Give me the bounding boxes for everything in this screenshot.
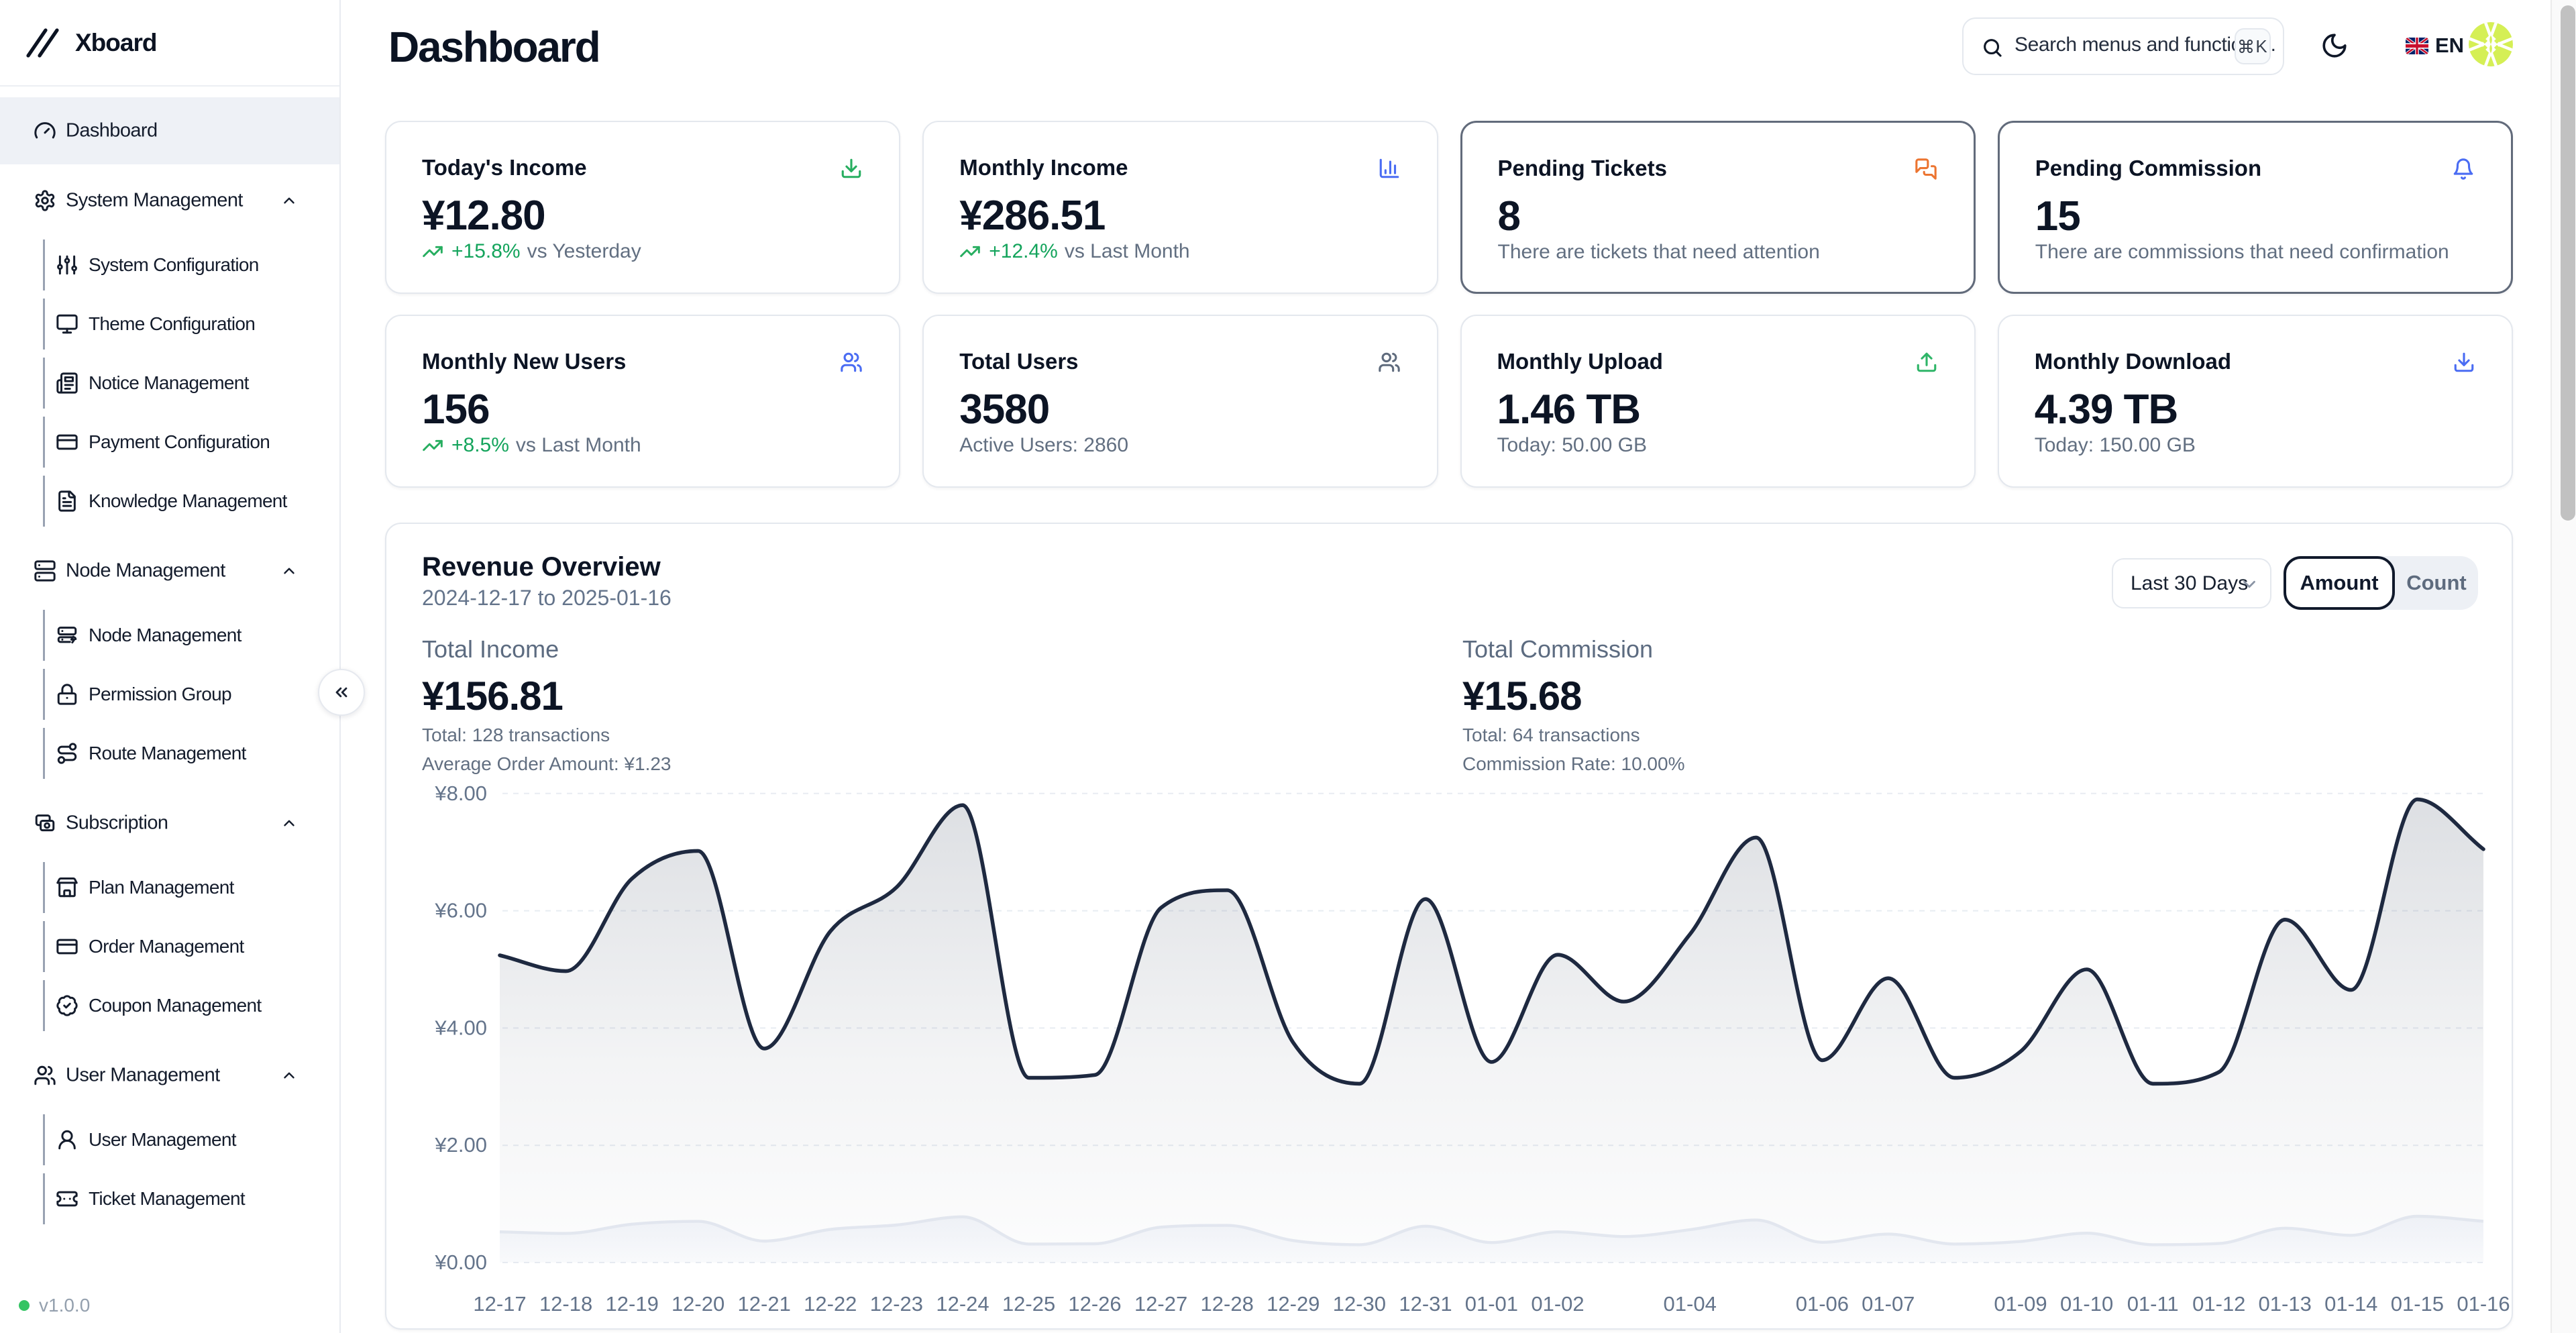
svg-text:12-31: 12-31 (1399, 1292, 1452, 1316)
svg-text:01-10: 01-10 (2060, 1292, 2113, 1316)
svg-text:¥8.00: ¥8.00 (434, 782, 487, 805)
svg-text:01-02: 01-02 (1531, 1292, 1584, 1316)
svg-text:01-11: 01-11 (2127, 1292, 2179, 1316)
svg-text:01-14: 01-14 (2324, 1292, 2377, 1316)
svg-text:12-24: 12-24 (936, 1292, 989, 1316)
svg-text:01-04: 01-04 (1664, 1292, 1717, 1316)
svg-text:12-19: 12-19 (606, 1292, 659, 1316)
svg-text:12-21: 12-21 (738, 1292, 791, 1316)
svg-text:12-25: 12-25 (1002, 1292, 1055, 1316)
svg-text:¥2.00: ¥2.00 (434, 1133, 487, 1157)
svg-text:12-28: 12-28 (1201, 1292, 1254, 1316)
svg-text:01-15: 01-15 (2391, 1292, 2444, 1316)
svg-text:12-22: 12-22 (804, 1292, 857, 1316)
svg-text:¥0.00: ¥0.00 (434, 1250, 487, 1274)
svg-text:12-30: 12-30 (1333, 1292, 1386, 1316)
svg-text:01-12: 01-12 (2192, 1292, 2245, 1316)
svg-text:12-20: 12-20 (672, 1292, 724, 1316)
svg-text:01-07: 01-07 (1862, 1292, 1915, 1316)
svg-text:01-13: 01-13 (2259, 1292, 2312, 1316)
svg-text:12-29: 12-29 (1267, 1292, 1320, 1316)
svg-text:12-18: 12-18 (539, 1292, 592, 1316)
svg-text:01-06: 01-06 (1796, 1292, 1849, 1316)
svg-text:12-23: 12-23 (870, 1292, 923, 1316)
svg-text:01-16: 01-16 (2457, 1292, 2510, 1316)
svg-text:01-09: 01-09 (1994, 1292, 2047, 1316)
svg-text:12-27: 12-27 (1134, 1292, 1187, 1316)
svg-text:¥4.00: ¥4.00 (434, 1016, 487, 1039)
svg-text:¥6.00: ¥6.00 (434, 899, 487, 922)
svg-text:12-17: 12-17 (473, 1292, 526, 1316)
svg-text:01-01: 01-01 (1465, 1292, 1518, 1316)
svg-text:12-26: 12-26 (1068, 1292, 1121, 1316)
